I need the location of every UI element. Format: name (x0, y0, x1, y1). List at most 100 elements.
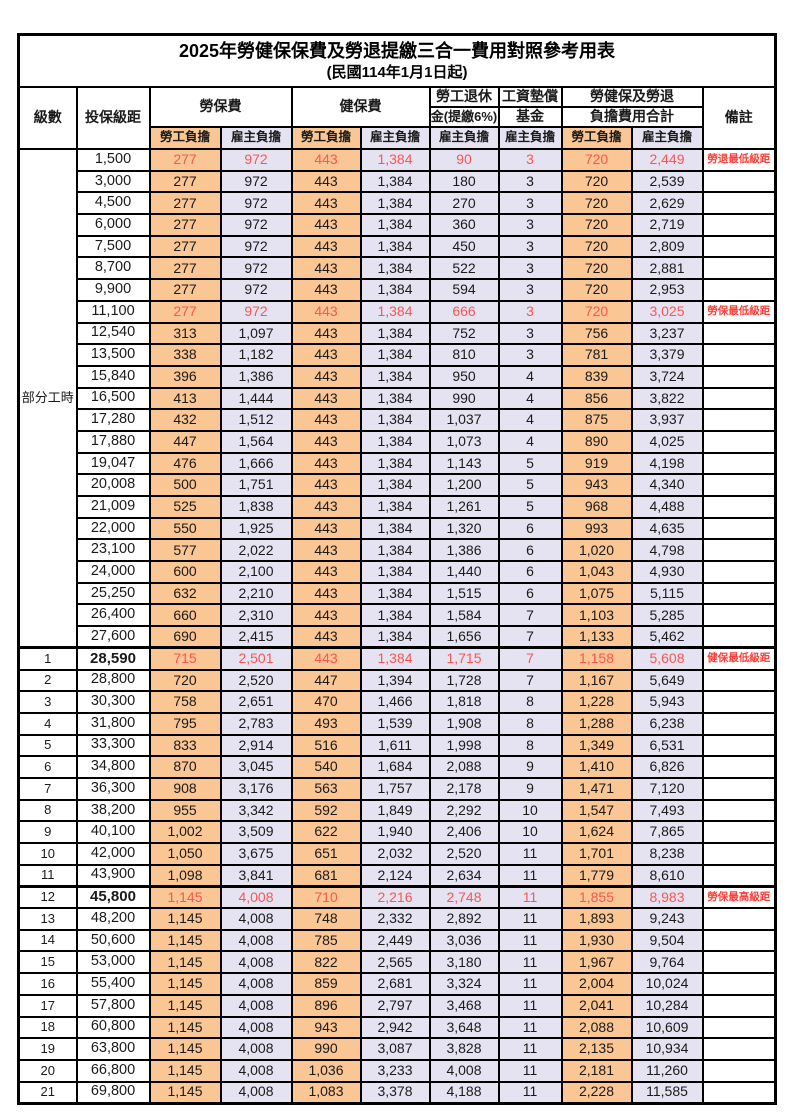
wage-fund-employer-cell: 7 (497, 603, 563, 628)
level-cell: 11 (17, 863, 78, 888)
table-row: 12,540 313 1,097 443 1,384 752 3 756 3,237 (19, 321, 777, 346)
table-row: 22,000 550 1,925 443 1,384 1,320 6 993 4,635 (19, 516, 777, 541)
wage-fund-employer-cell: 11 (497, 863, 563, 888)
remark-cell (701, 1037, 777, 1061)
remark-cell (701, 451, 777, 476)
health-fee-employee-cell: 896 (290, 993, 362, 1018)
labor-fee-employer-cell: 2,022 (219, 538, 293, 563)
subheader-labor-employee: 勞工負擔 (148, 126, 222, 150)
col-header-labor-fee: 勞保費 (148, 86, 293, 128)
pension-employer-cell: 1,200 (428, 473, 500, 497)
pension-employer-cell: 1,715 (428, 646, 500, 671)
pension-employer-cell: 2,748 (428, 884, 500, 910)
remark-cell (701, 928, 777, 953)
wage-fund-employer-cell: 9 (497, 776, 563, 801)
level-cell: 4 (17, 711, 78, 736)
health-fee-employee-cell: 443 (290, 386, 362, 411)
remark-cell (701, 798, 777, 823)
subheader-pension-employer: 雇主負擔 (428, 126, 500, 150)
labor-fee-employer-cell: 2,415 (219, 625, 293, 649)
table-row: 8 38,200 955 3,342 592 1,849 2,292 10 1,547 7,493 (17, 798, 777, 823)
level-cell: 3 (17, 690, 78, 714)
health-fee-employee-cell: 943 (290, 1015, 362, 1040)
remark-cell (701, 581, 777, 606)
table-row: 15 53,000 1,145 4,008 822 2,565 3,180 11 1,967 9,… (17, 950, 777, 975)
salary-bracket-cell: 28,800 (75, 668, 151, 693)
remark-cell (701, 234, 777, 259)
total-employee-cell: 1,133 (560, 625, 633, 649)
wage-fund-employer-cell: 6 (497, 560, 563, 584)
labor-fee-employer-cell: 2,520 (219, 668, 293, 693)
total-employee-cell: 720 (560, 213, 633, 237)
health-fee-employee-cell: 443 (290, 299, 362, 324)
total-employee-cell: 1,043 (560, 560, 633, 584)
health-fee-employer-cell: 3,378 (359, 1080, 431, 1105)
labor-fee-employer-cell: 3,342 (219, 798, 293, 823)
remark-cell (701, 516, 777, 541)
health-fee-employer-cell: 3,233 (359, 1058, 431, 1083)
salary-bracket-cell: 63,800 (75, 1037, 151, 1061)
health-fee-employee-cell: 443 (290, 560, 362, 584)
health-fee-employer-cell: 1,384 (359, 560, 431, 584)
level-cell: 17 (17, 993, 78, 1018)
table-row: 23,100 577 2,022 443 1,384 1,386 6 1,020 4,798 (19, 538, 777, 563)
labor-fee-employer-cell: 2,210 (219, 581, 293, 606)
wage-fund-employer-cell: 7 (497, 668, 563, 693)
pension-employer-cell: 1,320 (428, 516, 500, 541)
remark-cell (701, 191, 777, 216)
health-fee-employer-cell: 1,384 (359, 321, 431, 346)
wage-fund-employer-cell: 11 (497, 884, 563, 910)
remark-cell (701, 907, 777, 931)
wage-fund-employer-cell: 5 (497, 495, 563, 519)
pension-employer-cell: 752 (428, 321, 500, 346)
labor-fee-employer-cell: 4,008 (219, 1058, 293, 1083)
subheader-wage-fund-employer: 雇主負擔 (497, 126, 563, 150)
labor-fee-employer-cell: 3,509 (219, 820, 293, 844)
health-fee-employer-cell: 1,394 (359, 668, 431, 693)
health-fee-employee-cell: 443 (290, 234, 362, 259)
salary-bracket-cell: 11,100 (75, 299, 151, 324)
total-employee-cell: 1,855 (560, 884, 633, 910)
health-fee-employer-cell: 1,466 (359, 690, 431, 714)
level-cell: 8 (17, 798, 78, 823)
wage-fund-employer-cell: 8 (497, 690, 563, 714)
level-cell: 16 (17, 972, 78, 996)
level-cell: 5 (17, 733, 78, 758)
total-employee-cell: 1,779 (560, 863, 633, 888)
level-cell: 10 (17, 842, 78, 866)
labor-fee-employee-cell: 1,145 (148, 1015, 222, 1040)
total-employer-cell: 10,609 (630, 1015, 704, 1040)
labor-fee-employee-cell: 338 (148, 343, 222, 367)
total-employer-cell: 4,340 (630, 473, 704, 497)
health-fee-employee-cell: 443 (290, 473, 362, 497)
health-fee-employee-cell: 990 (290, 1037, 362, 1061)
health-fee-employee-cell: 443 (290, 321, 362, 346)
health-fee-employee-cell: 443 (290, 256, 362, 281)
health-fee-employee-cell: 651 (290, 842, 362, 866)
health-fee-employee-cell: 443 (290, 429, 362, 454)
wage-fund-employer-cell: 10 (497, 820, 563, 844)
total-employer-cell: 3,724 (630, 364, 704, 389)
health-fee-employer-cell: 1,384 (359, 191, 431, 216)
total-employee-cell: 1,471 (560, 776, 633, 801)
table-row: 13 48,200 1,145 4,008 748 2,332 2,892 11 1,893 9,… (17, 907, 777, 931)
total-employee-cell: 2,228 (560, 1080, 633, 1105)
wage-fund-employer-cell: 8 (497, 711, 563, 736)
wage-fund-employer-cell: 3 (497, 321, 563, 346)
labor-fee-employer-cell: 3,045 (219, 755, 293, 779)
wage-fund-employer-cell: 7 (497, 625, 563, 649)
salary-bracket-cell: 19,047 (75, 451, 151, 476)
table-row: 14 50,600 1,145 4,008 785 2,449 3,036 11 1,930 9,… (17, 928, 777, 953)
health-fee-employee-cell: 470 (290, 690, 362, 714)
labor-fee-employer-cell: 972 (219, 169, 293, 194)
pension-employer-cell: 3,036 (428, 928, 500, 953)
total-employer-cell: 9,504 (630, 928, 704, 953)
labor-fee-employer-cell: 972 (219, 234, 293, 259)
health-fee-employee-cell: 443 (290, 646, 362, 671)
health-fee-employee-cell: 443 (290, 581, 362, 606)
pension-employer-cell: 360 (428, 213, 500, 237)
labor-fee-employer-cell: 3,176 (219, 776, 293, 801)
labor-fee-employee-cell: 1,002 (148, 820, 222, 844)
labor-fee-employee-cell: 715 (148, 646, 222, 671)
wage-fund-employer-cell: 3 (497, 191, 563, 216)
